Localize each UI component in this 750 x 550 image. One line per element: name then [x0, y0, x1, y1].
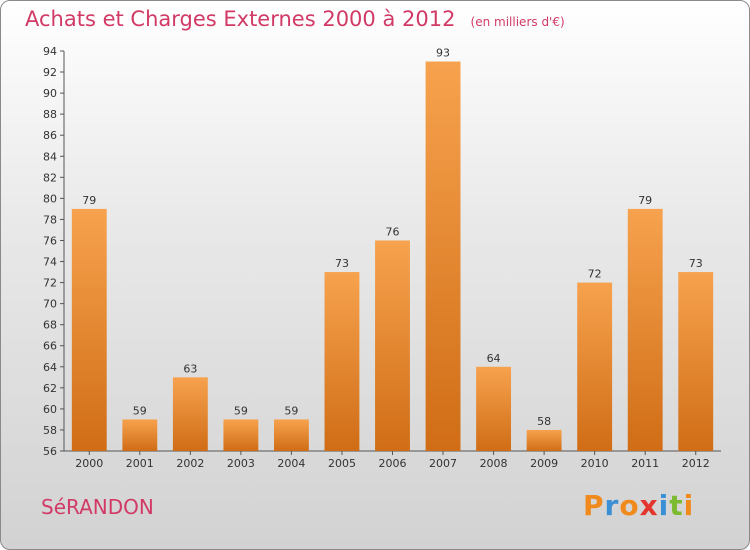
y-tick-label: 58	[43, 424, 57, 437]
x-tick-label-2002: 2002	[176, 457, 204, 470]
logo-letter: P	[583, 489, 605, 522]
x-tick-label-2003: 2003	[227, 457, 255, 470]
data-label-2005: 73	[335, 257, 349, 270]
bar-2005	[324, 272, 360, 451]
bar-2003	[223, 419, 259, 451]
data-label-2009: 58	[537, 415, 551, 428]
bar-2000	[71, 208, 107, 451]
x-tick-label-2010: 2010	[581, 457, 609, 470]
logo-letter: i	[658, 489, 670, 522]
logo-letter: i	[683, 489, 695, 522]
x-tick-label-2009: 2009	[530, 457, 558, 470]
y-tick-label: 62	[43, 382, 57, 395]
bar-2002	[172, 377, 208, 451]
y-tick-label: 60	[43, 403, 57, 416]
y-tick-label: 90	[43, 87, 57, 100]
data-label-2006: 76	[386, 225, 400, 238]
y-tick-label: 70	[43, 298, 57, 311]
x-tick-label-2007: 2007	[429, 457, 457, 470]
x-tick-label-2008: 2008	[480, 457, 508, 470]
x-tick-label-2000: 2000	[75, 457, 103, 470]
data-label-2008: 64	[487, 352, 501, 365]
y-tick-label: 86	[43, 129, 57, 142]
data-label-2012: 73	[689, 257, 703, 270]
proxiti-logo: Proxiti	[583, 489, 694, 522]
bar-2009	[526, 429, 562, 451]
y-tick-label: 88	[43, 108, 57, 121]
bar-2012	[678, 272, 714, 451]
y-tick-label: 74	[43, 256, 57, 269]
title-line: Achats et Charges Externes 2000 à 2012 (…	[25, 7, 565, 31]
x-tick-label-2005: 2005	[328, 457, 356, 470]
data-label-2000: 79	[82, 194, 96, 207]
bar-2006	[375, 240, 410, 451]
y-tick-label: 64	[43, 361, 57, 374]
y-tick-label: 92	[43, 66, 57, 79]
bar-2007	[425, 61, 461, 452]
chart-title: Achats et Charges Externes 2000 à 2012	[25, 7, 456, 31]
axes: 56 58 60 62 64 66 68 70 72 74 76 78 80 82 84 86 88 90 92 94…	[43, 45, 721, 470]
data-label-2011: 79	[638, 194, 652, 207]
data-label-2010: 72	[588, 268, 602, 281]
bar-2004	[273, 419, 309, 451]
bar-2008	[476, 366, 512, 451]
x-tick-label-2011: 2011	[631, 457, 659, 470]
data-label-2004: 59	[284, 404, 298, 417]
data-label-2002: 63	[183, 362, 197, 375]
y-tick-label: 82	[43, 171, 57, 184]
x-tick-label-2006: 2006	[379, 457, 407, 470]
y-tick-label: 94	[43, 45, 57, 58]
y-tick-label: 80	[43, 192, 57, 205]
logo-letter: x	[639, 489, 659, 522]
data-label-2007: 93	[436, 47, 450, 60]
bars: 79 59 63 59 59 73 76 93 64 58 72 79 73	[71, 47, 714, 452]
y-tick-label: 56	[43, 445, 57, 458]
bar-2010	[577, 282, 613, 451]
y-tick-label: 68	[43, 319, 57, 332]
x-tick-label-2012: 2012	[682, 457, 710, 470]
y-tick-label: 66	[43, 340, 57, 353]
logo-letter: o	[619, 489, 640, 522]
logo-letter: t	[669, 489, 684, 522]
y-tick-label: 72	[43, 277, 57, 290]
x-tick-label-2001: 2001	[126, 457, 154, 470]
data-label-2001: 59	[133, 404, 147, 417]
logo-letter: r	[604, 489, 620, 522]
y-tick-label: 84	[43, 150, 57, 163]
y-tick-label: 76	[43, 234, 57, 247]
data-label-2003: 59	[234, 404, 248, 417]
commune-name: SéRANDON	[41, 495, 154, 519]
bar-2011	[627, 208, 663, 451]
y-tick-label: 78	[43, 213, 57, 226]
x-tick-label-2004: 2004	[277, 457, 305, 470]
chart-subtitle: (en milliers d'€)	[470, 15, 565, 29]
bar-2001	[122, 419, 158, 451]
